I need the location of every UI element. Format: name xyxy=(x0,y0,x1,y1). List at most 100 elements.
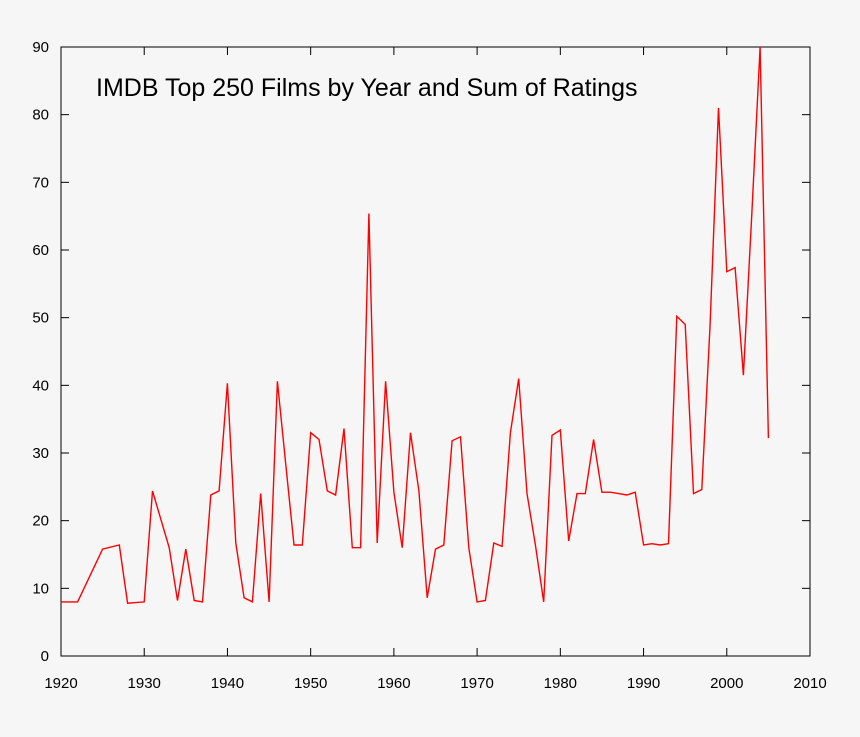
data-point xyxy=(692,492,695,495)
data-point xyxy=(675,315,678,318)
x-tick-label: 1990 xyxy=(627,675,660,692)
data-point xyxy=(750,215,753,218)
data-point xyxy=(284,462,287,465)
x-tick-label: 1980 xyxy=(544,675,577,692)
data-point xyxy=(542,600,545,603)
y-tick-label: 60 xyxy=(32,242,49,259)
data-point xyxy=(143,600,146,603)
data-point xyxy=(318,438,321,441)
data-point xyxy=(76,600,79,603)
y-tick-label: 20 xyxy=(32,513,49,530)
data-points xyxy=(60,46,770,605)
data-point xyxy=(667,542,670,545)
data-point xyxy=(151,489,154,492)
data-point xyxy=(442,544,445,547)
data-point xyxy=(734,266,737,269)
data-point xyxy=(434,548,437,551)
data-point xyxy=(609,491,612,494)
data-point xyxy=(409,431,412,434)
y-tick-label: 80 xyxy=(32,107,49,124)
data-point xyxy=(343,427,346,430)
data-point xyxy=(392,491,395,494)
y-tick-label: 40 xyxy=(32,377,49,394)
plot-frame xyxy=(60,46,811,657)
y-tick-label: 90 xyxy=(32,39,49,56)
data-point xyxy=(326,489,329,492)
data-point xyxy=(650,542,653,545)
x-tick-label: 1970 xyxy=(460,675,493,692)
data-point xyxy=(625,494,628,497)
axis-ticks xyxy=(60,46,811,657)
data-point xyxy=(759,46,762,49)
data-point xyxy=(201,600,204,603)
data-point xyxy=(501,545,504,548)
data-point xyxy=(384,380,387,383)
x-axis-tick-labels: 1920 1930 1940 1950 1960 1970 1980 1990 2000 2010 xyxy=(44,675,826,692)
data-point xyxy=(584,492,587,495)
x-tick-label: 1930 xyxy=(128,675,161,692)
data-point xyxy=(459,435,462,438)
x-tick-label: 1920 xyxy=(44,675,77,692)
data-point xyxy=(709,323,712,326)
data-point xyxy=(576,492,579,495)
data-point xyxy=(301,544,304,547)
y-tick-label: 70 xyxy=(32,174,49,191)
data-point xyxy=(243,596,246,599)
data-point xyxy=(476,600,479,603)
data-point xyxy=(276,380,279,383)
data-point xyxy=(168,546,171,549)
data-point xyxy=(567,540,570,543)
data-point xyxy=(642,544,645,547)
data-point xyxy=(717,106,720,109)
data-point xyxy=(401,546,404,549)
data-point xyxy=(334,494,337,497)
data-point xyxy=(259,492,262,495)
data-point xyxy=(193,599,196,602)
data-point xyxy=(218,489,221,492)
data-point xyxy=(700,488,703,491)
data-point xyxy=(367,212,370,215)
data-point xyxy=(376,542,379,545)
data-point xyxy=(268,600,271,603)
data-point xyxy=(118,544,121,547)
data-point xyxy=(467,546,470,549)
data-point xyxy=(767,437,770,440)
data-point xyxy=(293,544,296,547)
series-line xyxy=(61,46,770,604)
data-point xyxy=(184,548,187,551)
data-point xyxy=(309,431,312,434)
data-point xyxy=(126,602,129,605)
data-point xyxy=(101,548,104,551)
data-point xyxy=(600,491,603,494)
data-point xyxy=(526,492,529,495)
data-point xyxy=(492,542,495,545)
y-axis-tick-labels: 0 10 20 30 40 50 60 70 80 90 xyxy=(32,39,49,665)
data-point xyxy=(742,374,745,377)
data-point xyxy=(659,544,662,547)
data-point xyxy=(534,544,537,547)
data-point xyxy=(551,434,554,437)
data-point xyxy=(417,489,420,492)
y-tick-label: 30 xyxy=(32,445,49,462)
y-tick-label: 50 xyxy=(32,310,49,327)
x-tick-label: 1960 xyxy=(377,675,410,692)
data-point xyxy=(176,599,179,602)
data-point xyxy=(451,439,454,442)
data-point xyxy=(509,431,512,434)
data-point xyxy=(251,600,254,603)
data-point xyxy=(60,600,63,603)
chart-title: IMDB Top 250 Films by Year and Sum of Ra… xyxy=(96,74,637,102)
x-tick-label: 1940 xyxy=(211,675,244,692)
data-point xyxy=(517,377,520,380)
data-point xyxy=(592,438,595,441)
data-point xyxy=(484,599,487,602)
data-point xyxy=(559,429,562,432)
data-point xyxy=(226,382,229,385)
data-point xyxy=(234,542,237,545)
data-point xyxy=(634,491,637,494)
data-point xyxy=(351,546,354,549)
data-point xyxy=(617,492,620,495)
data-point xyxy=(725,270,728,273)
data-point xyxy=(209,494,212,497)
